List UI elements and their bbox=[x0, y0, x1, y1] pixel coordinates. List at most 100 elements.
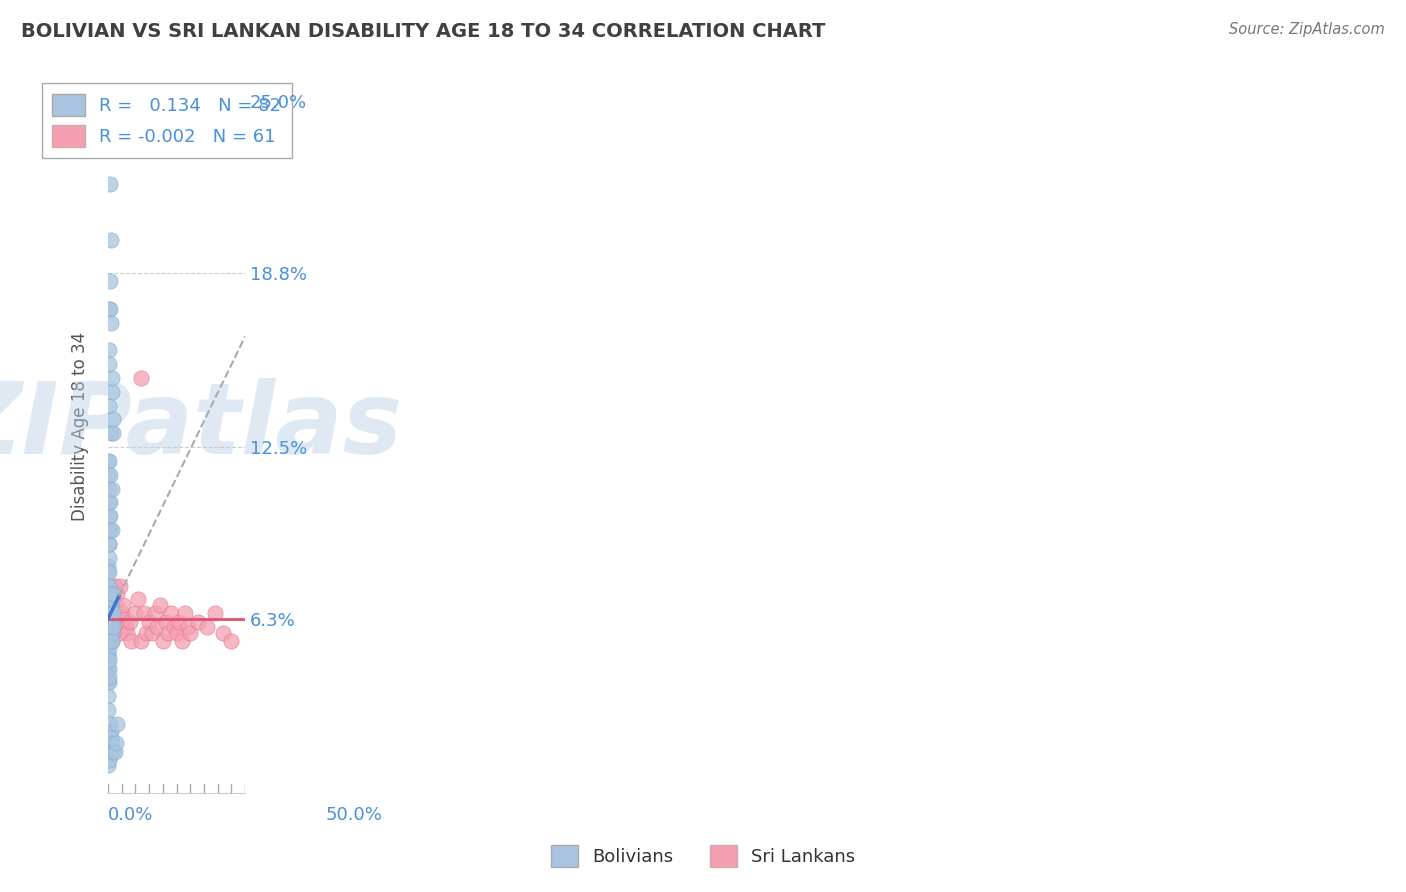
Point bbox=[97, 625, 120, 640]
Point bbox=[100, 615, 122, 629]
Text: Source: ZipAtlas.com: Source: ZipAtlas.com bbox=[1229, 22, 1385, 37]
Point bbox=[98, 625, 121, 640]
Point bbox=[98, 537, 121, 551]
Point bbox=[149, 598, 172, 612]
Point bbox=[98, 578, 121, 592]
Point bbox=[98, 620, 121, 634]
Point bbox=[163, 620, 186, 634]
Point bbox=[97, 648, 120, 662]
Point bbox=[103, 426, 125, 441]
Point bbox=[100, 625, 122, 640]
Point bbox=[127, 592, 149, 607]
Point bbox=[98, 653, 121, 667]
Point bbox=[97, 642, 120, 657]
Point bbox=[166, 625, 188, 640]
Point bbox=[100, 467, 122, 482]
Point bbox=[138, 615, 160, 629]
Point bbox=[101, 620, 124, 634]
Legend: R =   0.134   N = 82, R = -0.002   N = 61: R = 0.134 N = 82, R = -0.002 N = 61 bbox=[42, 83, 292, 158]
Point bbox=[129, 633, 152, 648]
Point bbox=[100, 612, 122, 626]
Point bbox=[98, 753, 121, 767]
Point bbox=[97, 598, 120, 612]
Point bbox=[98, 717, 121, 731]
Point bbox=[160, 606, 183, 620]
Point bbox=[97, 537, 120, 551]
Point bbox=[103, 615, 125, 629]
Point bbox=[98, 357, 121, 371]
Point bbox=[97, 633, 120, 648]
Point bbox=[97, 662, 120, 676]
Point bbox=[100, 587, 122, 601]
Point bbox=[98, 606, 121, 620]
Point bbox=[97, 592, 120, 607]
Point bbox=[98, 633, 121, 648]
Point bbox=[124, 606, 146, 620]
Point bbox=[152, 633, 174, 648]
Text: ZIPatlas: ZIPatlas bbox=[0, 378, 404, 475]
Point bbox=[221, 633, 243, 648]
Point bbox=[101, 625, 124, 640]
Point bbox=[104, 598, 127, 612]
Point bbox=[173, 606, 195, 620]
Point bbox=[176, 620, 198, 634]
Point bbox=[97, 587, 120, 601]
Point bbox=[97, 620, 120, 634]
Point bbox=[120, 633, 142, 648]
Point bbox=[157, 625, 180, 640]
Point bbox=[100, 633, 122, 648]
Point bbox=[115, 625, 138, 640]
Point bbox=[97, 559, 120, 574]
Point bbox=[101, 592, 124, 607]
Point bbox=[98, 606, 121, 620]
Legend: Bolivians, Sri Lankans: Bolivians, Sri Lankans bbox=[544, 838, 862, 874]
Point bbox=[100, 233, 122, 247]
Point bbox=[97, 523, 120, 537]
Point bbox=[101, 482, 124, 496]
Point bbox=[103, 745, 125, 759]
Point bbox=[101, 615, 124, 629]
Point bbox=[100, 725, 122, 739]
Point bbox=[97, 606, 120, 620]
Point bbox=[97, 606, 120, 620]
Point bbox=[112, 612, 135, 626]
Point bbox=[103, 592, 125, 607]
Point bbox=[100, 384, 122, 399]
Point bbox=[98, 620, 121, 634]
Point bbox=[100, 606, 122, 620]
Point bbox=[101, 371, 124, 385]
Point bbox=[104, 578, 127, 592]
Point bbox=[169, 615, 191, 629]
Point bbox=[98, 301, 121, 316]
Point bbox=[97, 578, 120, 592]
Point bbox=[98, 598, 121, 612]
Point bbox=[100, 731, 122, 745]
Point bbox=[104, 745, 127, 759]
Point bbox=[155, 615, 177, 629]
Point bbox=[100, 598, 122, 612]
Point bbox=[97, 565, 120, 579]
Point bbox=[98, 598, 121, 612]
Point bbox=[97, 578, 120, 592]
Point bbox=[141, 625, 163, 640]
Point bbox=[97, 633, 120, 648]
Point bbox=[98, 274, 121, 288]
Point bbox=[108, 620, 131, 634]
Point bbox=[170, 633, 193, 648]
Point bbox=[135, 625, 157, 640]
Point bbox=[187, 615, 209, 629]
Point bbox=[105, 717, 128, 731]
Point bbox=[101, 633, 124, 648]
Point bbox=[97, 758, 120, 772]
Point bbox=[98, 454, 121, 468]
Point bbox=[98, 565, 121, 579]
Point bbox=[101, 633, 124, 648]
Point bbox=[97, 454, 120, 468]
Text: 0.0%: 0.0% bbox=[108, 806, 153, 824]
Point bbox=[143, 606, 166, 620]
Point bbox=[101, 620, 124, 634]
Point bbox=[97, 662, 120, 676]
Point bbox=[101, 615, 124, 629]
Point bbox=[212, 625, 235, 640]
Point bbox=[103, 606, 125, 620]
